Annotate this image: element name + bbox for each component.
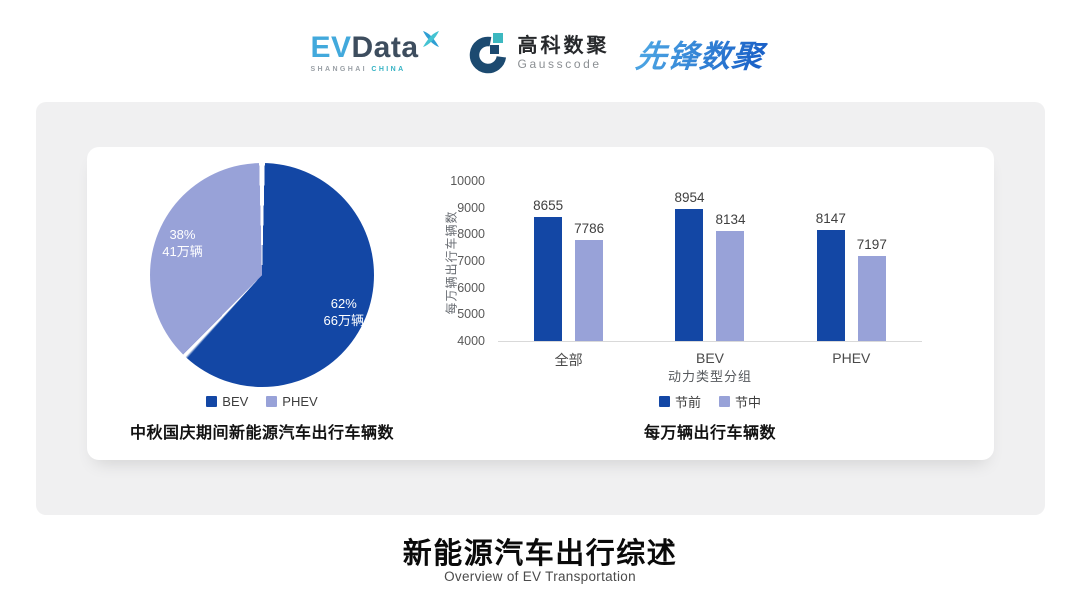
- pie-legend: BEV PHEV: [87, 394, 437, 409]
- pie-slice-label-bev: 62% 66万辆: [323, 296, 364, 329]
- evdata-logo-ev: EV: [310, 31, 352, 64]
- gausscode-en-text: Gausscode: [517, 56, 602, 71]
- bar-value-label: 8655: [533, 197, 564, 213]
- bar-PHEV-节前[interactable]: 8147: [816, 211, 846, 341]
- legend-swatch: [658, 396, 670, 407]
- bar-chart-section: 每万辆出行车辆数 10000 9000 8000 7000 6000 5000 4000 8…: [437, 147, 994, 460]
- bar-全部-节中[interactable]: 7786: [574, 221, 604, 341]
- bar-group-PHEV: 8147 7197 PHEV: [816, 181, 887, 366]
- bar-group-BEV: 8954 8134 BEV: [674, 181, 746, 366]
- bar-legend: 节前 节中: [498, 392, 922, 411]
- legend-label: 节中: [735, 395, 762, 410]
- evdata-logo-subtext: SHANGHAI CHINA: [310, 66, 406, 73]
- category-label-全部: 全部: [554, 352, 583, 368]
- bar-全部-节前[interactable]: 8655: [533, 198, 563, 341]
- content-panel: 38% 41万辆 62% 66万辆 BEV PHEV 中秋国庆期间新能源汽车出行车…: [36, 102, 1045, 515]
- y-tick-label: 7000: [457, 254, 485, 268]
- bar-value-label: 8954: [674, 189, 705, 205]
- bar-chart-title: 每万辆出行车辆数: [643, 425, 776, 442]
- legend-label: 节前: [674, 395, 701, 410]
- legend-label: BEV: [222, 394, 249, 409]
- bar-value-label: 7197: [856, 236, 887, 252]
- pie-chart[interactable]: 38% 41万辆 62% 66万辆: [150, 163, 374, 387]
- y-tick-label: 5000: [457, 307, 485, 322]
- header-logos: EV Data SHANGHAI CHINA 高科数聚 Gausscode 先锋数…: [0, 22, 1080, 84]
- y-tick-label: 6000: [457, 280, 485, 295]
- legend-item-节中[interactable]: 节中: [719, 392, 761, 411]
- legend-swatch: [206, 396, 218, 407]
- bar-BEV-节中[interactable]: 8134: [715, 212, 746, 341]
- legend-item-节前[interactable]: 节前: [658, 392, 701, 411]
- y-tick-label: 10000: [450, 174, 485, 188]
- gausscode-logo: 高科数聚 Gausscode: [467, 32, 610, 74]
- legend-item-BEV[interactable]: BEV: [206, 394, 248, 409]
- category-label-BEV: BEV: [695, 350, 724, 366]
- bar-BEV-节前[interactable]: 8954: [674, 190, 705, 341]
- category-label-PHEV: PHEV: [832, 350, 871, 366]
- pie-slice-label-phev: 38% 41万辆: [162, 226, 203, 259]
- gausscode-cn-text: 高科数聚: [517, 34, 610, 57]
- evdata-logo: EV Data SHANGHAI CHINA: [310, 31, 440, 73]
- page-subtitle: Overview of EV Transportation: [444, 569, 636, 584]
- y-tick-label: 4000: [457, 334, 485, 348]
- bar-x-axis-label: 动力类型分组: [667, 369, 752, 384]
- y-tick-label: 9000: [457, 200, 485, 215]
- bar-plot-area: 8655 7786 全部 8954 8134 BEV 8147 7197 PHEV: [498, 181, 922, 368]
- gausscode-g-icon: [469, 33, 506, 74]
- y-tick-label: 8000: [457, 227, 485, 242]
- page-title: 新能源汽车出行综述: [402, 538, 678, 570]
- legend-swatch: [266, 396, 278, 407]
- bar-PHEV-节中[interactable]: 7197: [857, 237, 887, 341]
- bar-value-label: 8134: [715, 211, 746, 227]
- evdata-x-leaf-icon: [422, 31, 439, 47]
- pie-chart-title: 中秋国庆期间新能源汽车出行车辆数: [129, 425, 394, 442]
- pie-chart-section: 38% 41万辆 62% 66万辆 BEV PHEV 中秋国庆期间新能源汽车出行车…: [87, 147, 437, 460]
- bar-y-axis-ticks: 10000 9000 8000 7000 6000 5000 4000: [441, 174, 485, 348]
- evdata-logo-data: Data: [351, 31, 419, 64]
- bar-value-label: 7786: [574, 221, 605, 237]
- bar-group-全部: 8655 7786 全部: [533, 181, 604, 368]
- bar-value-label: 8147: [815, 211, 846, 227]
- legend-item-PHEV[interactable]: PHEV: [266, 394, 318, 409]
- legend-label: PHEV: [282, 394, 318, 409]
- charts-card: 38% 41万辆 62% 66万辆 BEV PHEV 中秋国庆期间新能源汽车出行车…: [87, 147, 994, 460]
- pioneer-logo: 先锋数聚: [633, 31, 772, 76]
- legend-swatch: [719, 396, 730, 407]
